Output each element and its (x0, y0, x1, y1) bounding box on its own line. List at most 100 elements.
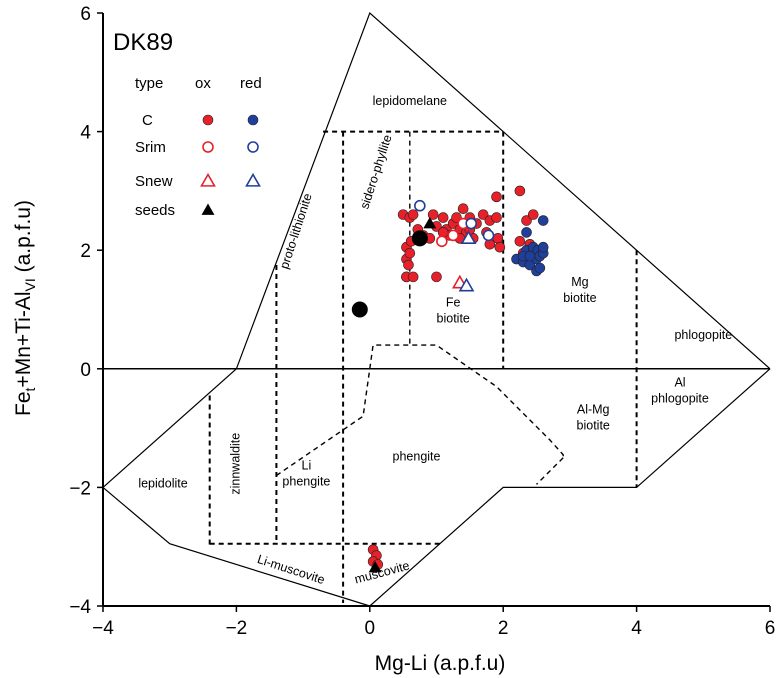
x-tick-label: 4 (631, 618, 642, 639)
region-label-phengite: phengite (393, 450, 441, 464)
x-tick-label: −4 (92, 618, 114, 639)
legend-marker-seeds (201, 203, 215, 215)
legend-header-red: red (240, 75, 262, 92)
y-label-sub1: t (22, 387, 38, 391)
point-C_ox (407, 209, 419, 220)
y-tick-label: 4 (80, 123, 91, 144)
region-label-line: Al-Mg (577, 402, 610, 416)
outer-lower-left (102, 486, 370, 607)
legend-header-ox: ox (195, 75, 211, 92)
point-Srim_red (414, 199, 426, 212)
region-label-lepidomelane: lepidomelane (373, 94, 447, 108)
point-C_red (524, 250, 536, 262)
region-label-line: Fe (446, 296, 461, 310)
point-seeds_big (351, 301, 368, 318)
region-label-line: Li (302, 459, 312, 473)
y-label-middle: +Mn+Ti-Al (12, 291, 35, 387)
region-label-line: phlogopite (651, 392, 709, 406)
region-label-line: phlogopite (674, 328, 732, 342)
series-Snew_red (458, 230, 477, 292)
region-label-line: lepidolite (138, 476, 187, 490)
y-label-sub2: VI (22, 278, 38, 291)
point-C_ox (514, 185, 526, 197)
region-label-line: sidero-phyllite (357, 133, 394, 211)
legend-marker-ox (202, 114, 214, 126)
series-seeds_tri (368, 217, 437, 573)
plot-frame (102, 13, 770, 607)
point-C_ox (521, 215, 532, 226)
region-label-line: proto-lithionite (277, 192, 315, 271)
region-label-line: biotite (563, 291, 596, 305)
point-C_red (534, 262, 546, 274)
point-C_ox (437, 212, 449, 223)
region-label-line: biotite (437, 312, 470, 326)
y-label-prefix: Fe (12, 391, 35, 416)
y-label-suffix: (a.p.f.u) (12, 200, 35, 278)
point-Srim_ox (436, 235, 448, 248)
region-label-line: lepidomelane (373, 94, 447, 108)
point-C_ox (407, 271, 419, 283)
legend: type ox red C Srim Snew seeds (135, 75, 262, 219)
point-C_ox (457, 203, 469, 214)
region-label-phlogopite: phlogopite (674, 328, 732, 342)
x-tick-label: 2 (498, 618, 509, 639)
legend-marker-red (247, 141, 259, 153)
point-C_ox (403, 259, 414, 271)
legend-row-label: Snew (135, 173, 173, 190)
point-C_ox (431, 271, 442, 283)
outer-lower-right (369, 368, 771, 607)
point-seeds_tri (368, 560, 382, 573)
chart-title: DK89 (113, 29, 173, 56)
region-label-lepidolite: lepidolite (138, 476, 187, 490)
point-C_ox (427, 209, 439, 220)
region-label-zinnwaldite: zinnwaldite (229, 433, 243, 495)
y-tick-label: 2 (80, 241, 91, 262)
series-Srim_ox (436, 217, 469, 248)
region-label-fe-biotite: Fe biotite (437, 296, 470, 326)
region-label-al-phlogopite: Al phlogopite (651, 376, 709, 406)
region-label-line: zinnwaldite (229, 433, 243, 495)
region-label-mg-biotite: Mg biotite (563, 275, 596, 305)
phengite-right (536, 457, 564, 485)
legend-row-label: seeds (135, 202, 175, 219)
region-label-sidero-phyllite: sidero-phyllite (357, 133, 394, 211)
series-C_ox (367, 185, 539, 570)
series-Srim_red (414, 199, 495, 242)
point-C_ox (492, 233, 504, 244)
series-seeds_big (351, 230, 428, 318)
point-C_red (521, 227, 532, 238)
point-Srim_ox (447, 229, 459, 242)
region-labels: lepidomelane sidero-phyllite proto-lithion… (138, 94, 732, 587)
legend-marker-red (245, 172, 261, 187)
point-C_ox (527, 209, 539, 220)
point-seeds_big (411, 230, 428, 247)
series-C_red (511, 215, 549, 277)
data-points (351, 185, 549, 573)
point-C_red (537, 241, 549, 253)
y-tick-label: −2 (69, 478, 91, 499)
region-label-line: phengite (282, 475, 330, 489)
x-tick-label: −2 (226, 618, 248, 639)
legend-marker-ox (200, 172, 216, 187)
point-Snew_red (458, 277, 475, 292)
point-C_ox (404, 247, 416, 259)
region-label-line: biotite (577, 418, 610, 432)
point-seeds_tri (423, 217, 437, 229)
legend-row-label: Srim (135, 139, 166, 156)
region-label-li-phengite: Li phengite (282, 459, 330, 489)
region-label-line: Al (674, 376, 685, 390)
y-axis-label: Fet+Mn+Ti-AlVI (a.p.f.u) (12, 200, 38, 416)
legend-header-type: type (135, 75, 163, 92)
region-label-al-mg-biotite: Al-Mg biotite (577, 402, 610, 432)
region-label-line: phengite (393, 450, 441, 464)
y-tick-label: −4 (69, 597, 91, 618)
legend-marker-ox (202, 141, 214, 153)
x-axis-label: Mg-Li (a.p.f.u) (375, 652, 506, 675)
point-C_ox (491, 191, 502, 203)
point-C_ox (477, 209, 489, 220)
y-tick-label: 6 (80, 4, 91, 25)
point-Srim_red (465, 217, 477, 230)
phengite-top (276, 344, 564, 477)
axis-ticks: −4 −2 0 2 4 6 −4 −2 0 2 4 6 (69, 4, 775, 639)
